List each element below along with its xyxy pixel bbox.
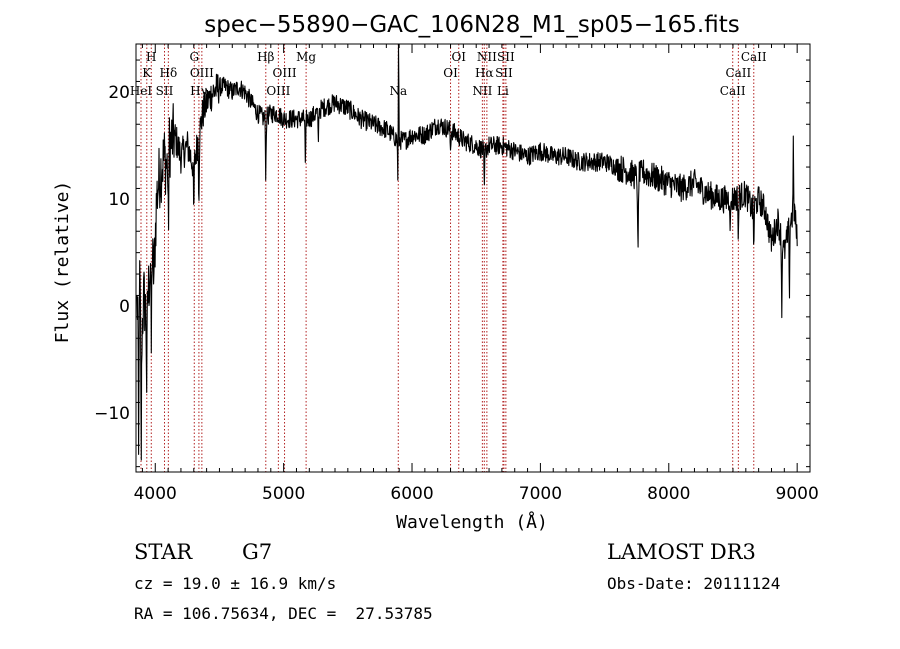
reference-line-label-0: HeI	[130, 84, 153, 98]
reference-line-label-7: OIII	[190, 66, 214, 80]
reference-line-label-3: SII	[156, 84, 174, 98]
reference-line-label-16: Hα	[475, 66, 494, 80]
reference-line-label-4: Hδ	[160, 66, 178, 80]
reference-line-label-20: SII	[497, 50, 515, 64]
survey-name: LAMOST DR3	[607, 540, 756, 564]
reference-line-label-15: NII	[472, 84, 492, 98]
coordinates-text: RA = 106.75634, DEC = 27.53785	[134, 604, 433, 623]
y-axis-label: Flux (relative)	[52, 181, 73, 344]
reference-line-label-17: NII	[477, 50, 497, 64]
reference-line-label-10: OIII	[273, 66, 297, 80]
y-tick-label--10: −10	[94, 404, 130, 424]
chart-title: spec−55890−GAC_106N28_M1_sp05−165.fits	[204, 12, 739, 38]
y-tick-label-10: 10	[108, 190, 130, 210]
reference-line-label-11: Mg	[296, 50, 316, 64]
x-tick-label-6000: 6000	[390, 484, 433, 504]
x-axis-label: Wavelength (Å)	[396, 511, 548, 533]
x-tick-label-4000: 4000	[134, 484, 177, 504]
reference-line-label-18: Li	[497, 84, 509, 98]
reference-line-label-14: OI	[451, 50, 466, 64]
y-tick-label-20: 20	[108, 83, 130, 103]
x-tick-label-7000: 7000	[519, 484, 562, 504]
x-axis-ticks: 4000 5000 6000 7000 8000 9000	[134, 44, 819, 504]
x-tick-label-9000: 9000	[776, 484, 819, 504]
x-tick-label-5000: 5000	[262, 484, 305, 504]
reference-line-label-1: K	[142, 66, 152, 80]
reference-line-label-2: H	[146, 50, 156, 64]
reference-line-labels: HeIKHSIIHδGHγOIIIHβOIIIOIIIMgNaOIOINIIHα…	[130, 50, 767, 98]
reference-line-label-9: OIII	[266, 84, 290, 98]
reference-line-label-19: SII	[495, 66, 513, 80]
spectrum-line	[136, 43, 798, 461]
reference-line-label-6: Hγ	[190, 84, 208, 98]
reference-line-label-22: CaII	[725, 66, 751, 80]
object-class: STAR	[134, 540, 193, 564]
velocity-text: cz = 19.0 ± 16.9 km/s	[134, 574, 337, 593]
obs-date-text: Obs-Date: 20111124	[607, 574, 781, 593]
reference-line-label-13: OI	[443, 66, 458, 80]
x-tick-label-8000: 8000	[647, 484, 690, 504]
reference-lines	[140, 44, 755, 472]
reference-line-label-5: G	[189, 50, 199, 64]
reference-line-label-23: CaII	[741, 50, 767, 64]
y-tick-label-0: 0	[119, 297, 130, 317]
reference-line-label-21: CaII	[720, 84, 746, 98]
y-axis-ticks: −10 0 10 20	[94, 59, 810, 468]
reference-line-label-8: Hβ	[257, 50, 274, 64]
object-subclass: G7	[242, 540, 273, 564]
plot-frame	[135, 43, 811, 473]
